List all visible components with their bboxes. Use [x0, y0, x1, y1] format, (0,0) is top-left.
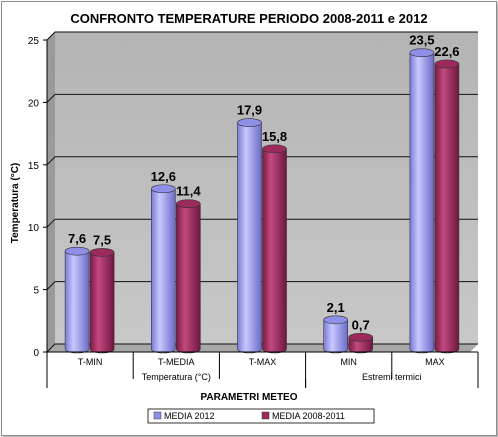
bar-top	[409, 48, 435, 58]
bar-body	[262, 148, 287, 354]
bar-body	[434, 63, 460, 354]
x-axis-title: PARAMETRI METEO	[200, 392, 297, 403]
bars: 7,6 7,5 12,611,4 17,915,8 2,1 0,7 23,522,6	[64, 33, 460, 354]
bar-top	[434, 59, 460, 69]
gridlines	[46, 31, 478, 353]
gridline	[46, 156, 478, 166]
bar-body	[176, 203, 201, 354]
gridline	[46, 218, 478, 228]
gridline	[46, 31, 478, 41]
bar-media-2008-2011-t-max: 15,8	[262, 129, 287, 354]
legend-label: MEDIA 2012	[164, 411, 215, 421]
bar-body	[89, 252, 115, 354]
gridline	[46, 281, 478, 290]
bar-body	[323, 319, 348, 354]
gridline	[46, 93, 478, 103]
bar-media-2012-t-min: 7,6	[64, 231, 90, 354]
side-wall	[47, 32, 55, 352]
bar-top	[237, 118, 262, 127]
x-tick-label: MIN	[340, 357, 357, 367]
bar-media-2012-max: 23,5	[409, 33, 435, 354]
data-label: 17,9	[237, 103, 262, 118]
y-tick-label: 10	[28, 223, 40, 234]
data-label: 23,5	[409, 33, 434, 48]
legend-swatch	[261, 411, 270, 420]
legend-swatch	[153, 411, 162, 420]
chart-title: CONFRONTO TEMPERATURE PERIODO 2008-2011 …	[70, 11, 427, 26]
bar-media-2008-2011-t-media: 11,4	[176, 184, 201, 354]
bar-top	[348, 332, 374, 342]
data-label: 0,7	[352, 317, 370, 332]
bar-media-2008-2011-max: 22,6	[434, 44, 460, 354]
bar-body	[409, 52, 435, 354]
bar-top	[262, 144, 287, 154]
bar-body	[348, 336, 373, 354]
legend-label: MEDIA 2008-2011	[272, 411, 345, 421]
y-tick-label: 0	[33, 348, 39, 359]
x-tick-label: MAX	[425, 357, 445, 367]
x-tick-label: T-MIN	[78, 357, 103, 367]
y-axis-ticks: 0 5 10 15 20 25	[28, 36, 48, 359]
bar-media-2008-2011-min: 0,7	[348, 317, 374, 354]
bar-top	[151, 184, 176, 194]
bar-top	[176, 199, 201, 209]
bar-body	[64, 250, 90, 354]
bar-media-2012-t-max: 17,9	[237, 103, 262, 354]
bar-media-2012-t-media: 12,6	[151, 169, 176, 354]
x-group-label: Estremi termici	[362, 372, 422, 382]
x-group-label: Temperatura (°C)	[142, 372, 211, 382]
bar-body	[237, 122, 262, 354]
data-label: 15,8	[262, 129, 287, 144]
bar-top	[64, 246, 90, 256]
bar-body	[151, 188, 176, 354]
data-label: 22,6	[434, 44, 459, 59]
legend-box	[147, 408, 375, 424]
x-axis: T-MIN T-MEDIA T-MAX MIN MAX Temperatura (°C) E…	[46, 351, 479, 388]
y-tick-label: 15	[28, 161, 40, 172]
data-label: 7,6	[68, 231, 86, 246]
bar-media-2008-2011-t-min: 7,5	[89, 232, 115, 354]
bar-top	[89, 248, 115, 257]
x-tick-label: T-MAX	[249, 357, 277, 367]
y-tick-label: 5	[33, 286, 39, 297]
legend: MEDIA 2012 MEDIA 2008-2011	[147, 408, 375, 424]
bar-top	[323, 315, 349, 325]
data-label: 12,6	[151, 169, 176, 184]
x-tick-label: T-MEDIA	[158, 357, 195, 367]
data-label: 11,4	[176, 184, 201, 199]
y-tick-label: 25	[28, 36, 40, 47]
data-label: 2,1	[327, 300, 345, 315]
y-axis-title: Temperatura (°C)	[10, 163, 21, 244]
y-tick-label: 20	[28, 98, 40, 109]
bar-media-2012-min: 2,1	[323, 300, 349, 354]
data-label: 7,5	[93, 232, 111, 247]
